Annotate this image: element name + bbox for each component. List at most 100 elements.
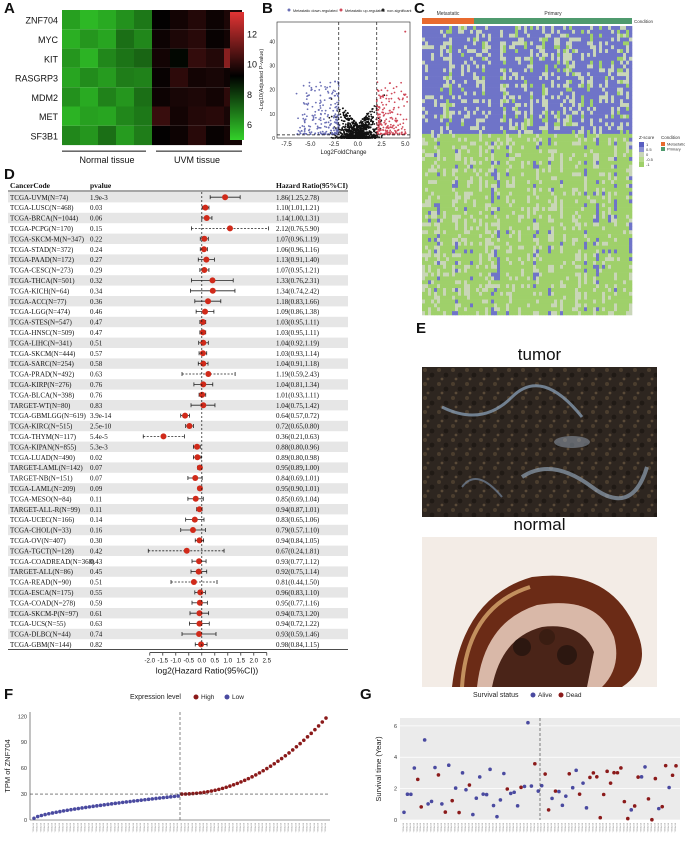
heatmap-cell bbox=[476, 118, 480, 123]
heatmap-cell bbox=[629, 141, 633, 146]
heatmap-cell bbox=[506, 187, 510, 192]
heatmap-cell bbox=[467, 110, 471, 115]
heatmap-cell bbox=[452, 68, 456, 73]
heatmap-cell bbox=[491, 183, 495, 189]
point-down bbox=[311, 105, 314, 108]
heatmap-cell bbox=[521, 95, 525, 100]
point-ns bbox=[363, 118, 365, 120]
heatmap-cell bbox=[545, 114, 549, 119]
heatmap-cell bbox=[422, 180, 426, 185]
heatmap-cell bbox=[611, 176, 615, 181]
heatmap-cell bbox=[449, 29, 453, 35]
heatmap-cell bbox=[431, 64, 435, 69]
heatmap-cell bbox=[500, 56, 504, 61]
heatmap-cell bbox=[464, 110, 468, 115]
heatmap-cell bbox=[530, 118, 534, 123]
heatmap-cell bbox=[422, 56, 426, 61]
heatmap-cell bbox=[425, 195, 429, 200]
heatmap-cell bbox=[620, 199, 624, 204]
heatmap-cell bbox=[542, 114, 546, 119]
heatmap-cell bbox=[521, 164, 525, 169]
heatmap-cell bbox=[560, 76, 564, 81]
heatmap-cell bbox=[548, 195, 552, 200]
heatmap-cell bbox=[536, 172, 540, 177]
heatmap-cell bbox=[545, 168, 549, 173]
heatmap-cell bbox=[554, 168, 558, 173]
heatmap-cell bbox=[575, 106, 579, 112]
heatmap-cell bbox=[515, 141, 519, 146]
heatmap-cell bbox=[482, 29, 486, 35]
heatmap-cell bbox=[521, 79, 525, 85]
heatmap-cell bbox=[560, 110, 564, 115]
heatmap-cell bbox=[425, 214, 429, 219]
heatmap-cell bbox=[506, 218, 510, 223]
heatmap-cell bbox=[482, 45, 486, 50]
heatmap-cell bbox=[431, 33, 435, 38]
heatmap-cell bbox=[470, 95, 474, 100]
heatmap-cell bbox=[422, 191, 426, 196]
heatmap-cell bbox=[602, 172, 606, 177]
heatmap-cell bbox=[524, 64, 528, 69]
heatmap-cell bbox=[611, 79, 615, 85]
heatmap-cell bbox=[536, 164, 540, 169]
heatmap-cell bbox=[533, 210, 537, 216]
heatmap-cell bbox=[629, 76, 633, 81]
heatmap-cell bbox=[551, 141, 555, 146]
heatmap-cell bbox=[530, 187, 534, 192]
heatmap-cell bbox=[500, 87, 504, 92]
heatmap-cell bbox=[539, 72, 543, 77]
heatmap-cell bbox=[593, 72, 597, 77]
heatmap-cell bbox=[479, 45, 483, 50]
point-ns bbox=[350, 129, 353, 132]
point-ns bbox=[342, 107, 344, 110]
heatmap-cell bbox=[494, 26, 498, 31]
heatmap-cell bbox=[581, 157, 585, 162]
heatmap-cell bbox=[428, 207, 432, 212]
heatmap-cell bbox=[461, 195, 465, 200]
heatmap-cell bbox=[449, 214, 453, 219]
heatmap-cell bbox=[467, 114, 471, 119]
point-ns bbox=[353, 124, 356, 127]
heatmap-cell bbox=[473, 137, 477, 142]
heatmap-cell bbox=[614, 176, 618, 181]
heatmap-cell bbox=[563, 68, 567, 73]
heatmap-cell bbox=[527, 172, 531, 177]
heatmap-cell bbox=[608, 160, 612, 166]
heatmap-cell bbox=[527, 218, 531, 223]
heatmap-cell bbox=[623, 64, 627, 69]
heatmap-cell bbox=[497, 114, 501, 119]
heatmap-cell bbox=[443, 45, 447, 50]
heatmap-cell bbox=[467, 45, 471, 50]
heatmap-cell bbox=[467, 29, 471, 35]
heatmap-cell bbox=[473, 122, 477, 127]
point-up bbox=[385, 130, 388, 133]
heatmap-cell bbox=[443, 29, 447, 35]
heatmap-cell bbox=[629, 87, 633, 92]
heatmap-cell bbox=[599, 157, 603, 162]
heatmap-cell bbox=[575, 83, 579, 88]
heatmap-cell bbox=[596, 37, 600, 42]
heatmap-cell bbox=[587, 172, 591, 177]
heatmap-cell bbox=[449, 203, 453, 208]
heatmap-cell bbox=[461, 79, 465, 85]
heatmap-cell bbox=[548, 168, 552, 173]
point-down bbox=[307, 102, 310, 105]
heatmap-cell bbox=[509, 210, 513, 216]
heatmap-cell bbox=[527, 207, 531, 212]
heatmap-cell bbox=[437, 64, 441, 69]
heatmap-cell bbox=[443, 95, 447, 100]
heatmap-cell bbox=[452, 103, 456, 108]
heatmap-cell bbox=[428, 130, 432, 135]
heatmap-cell bbox=[521, 180, 525, 185]
heatmap-cell bbox=[470, 214, 474, 219]
point-up bbox=[397, 124, 400, 127]
heatmap-cell bbox=[497, 164, 501, 169]
heatmap-cell bbox=[545, 64, 549, 69]
heatmap-cell bbox=[617, 56, 621, 61]
heatmap-cell bbox=[440, 106, 444, 112]
heatmap-cell bbox=[620, 168, 624, 173]
heatmap-cell bbox=[488, 56, 492, 61]
point-down bbox=[299, 130, 301, 133]
heatmap-cell bbox=[593, 76, 597, 81]
heatmap-cell bbox=[563, 106, 567, 112]
